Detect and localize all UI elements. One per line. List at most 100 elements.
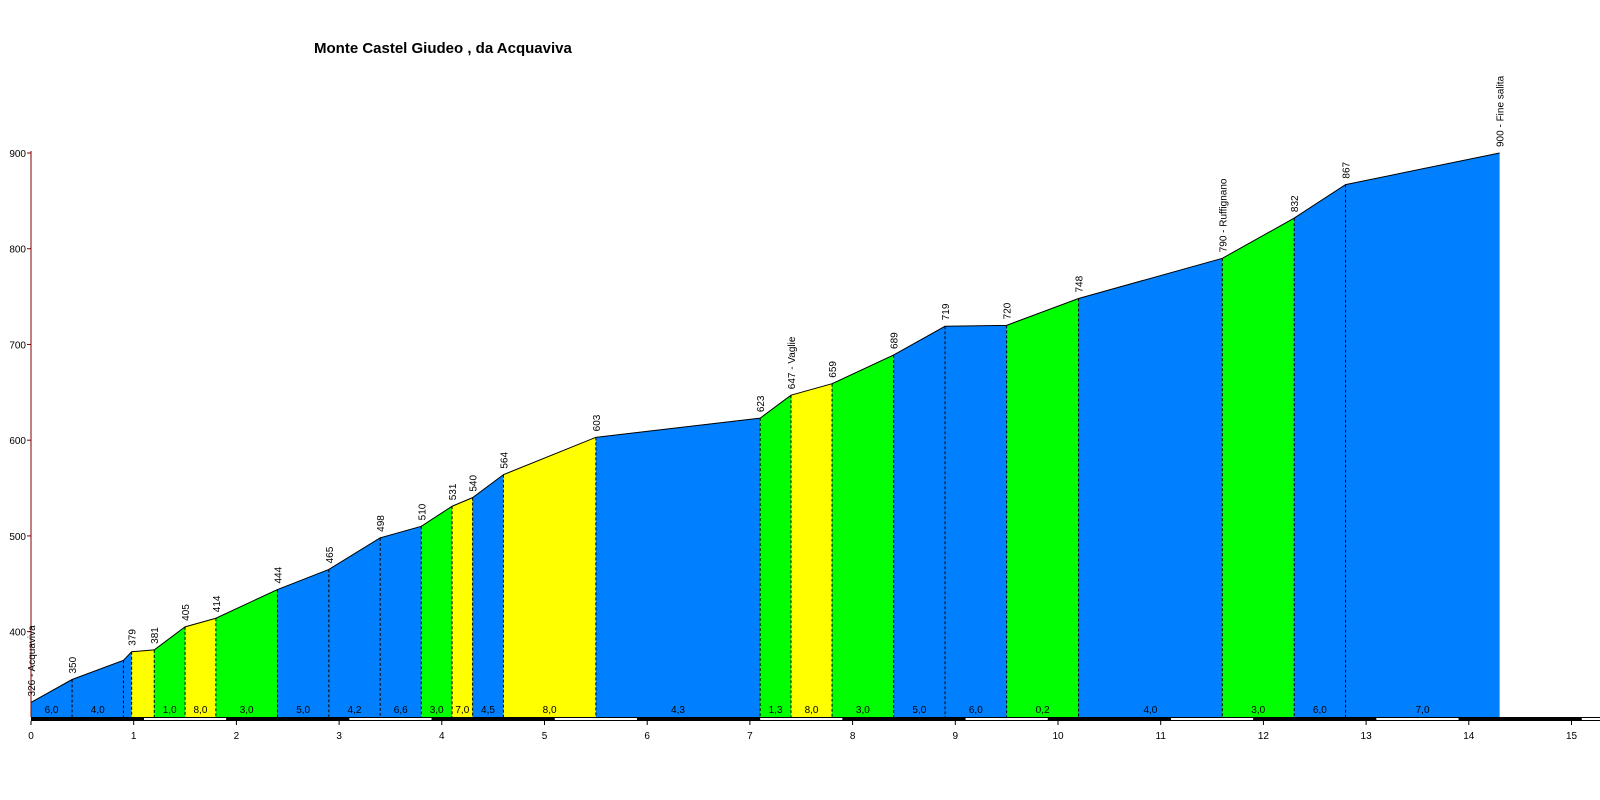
y-tick-label: 500 — [9, 532, 26, 543]
segment-fill — [131, 649, 155, 717]
altitude-label: 510 — [417, 503, 428, 520]
grade-label: 1,3 — [769, 705, 783, 716]
segment-fill — [123, 651, 132, 717]
grade-labels: 6,0 4,0 1,0 8,0 3,0 5,0 4,2 6,6 3,0 7,0 4,5 8,0 4,3 1… — [45, 705, 1430, 716]
segment-fill — [1078, 258, 1223, 717]
x-axis: 0 1 2 3 4 5 6 7 8 9 10 11 12 13 14 15 — [28, 717, 1600, 742]
grade-label: 6,0 — [45, 705, 59, 716]
grade-label: 7,0 — [1416, 705, 1430, 716]
altitude-label: 531 — [448, 483, 459, 500]
altitude-label: 540 — [469, 475, 480, 492]
altitude-label: 623 — [756, 395, 767, 412]
x-tick-label: 1 — [131, 731, 137, 742]
x-scale-white — [760, 718, 843, 720]
segment-fill — [893, 326, 946, 717]
grade-label: 3,0 — [240, 705, 254, 716]
grade-label: 1,0 — [163, 705, 177, 716]
x-scale-white — [965, 718, 1048, 720]
grade-label: 3,0 — [856, 705, 870, 716]
y-tick-label: 900 — [9, 149, 26, 160]
altitude-label: 900 - Fine salita — [1496, 75, 1507, 147]
x-scale-white — [554, 718, 637, 720]
chart-title: Monte Castel Giudeo , da Acquaviva — [314, 40, 572, 57]
x-tick-label: 5 — [542, 731, 548, 742]
altitude-label: 689 — [890, 332, 901, 349]
altitude-label: 498 — [376, 515, 387, 532]
x-tick-label: 10 — [1052, 731, 1064, 742]
segment-fill — [452, 497, 473, 717]
x-tick-label: 15 — [1566, 731, 1578, 742]
segment-fill — [503, 437, 596, 717]
segment-fill — [154, 626, 186, 717]
segment-dividers — [71, 184, 1347, 717]
x-scale-white — [349, 718, 432, 720]
profile-outline — [30, 152, 1500, 703]
altitude-label: 719 — [941, 303, 952, 320]
segment-fill — [760, 395, 791, 717]
x-tick-label: 4 — [439, 731, 445, 742]
grade-label: 8,0 — [194, 705, 208, 716]
x-tick-label: 8 — [850, 731, 856, 742]
altitude-label: 647 - Vaglie — [787, 336, 798, 389]
x-tick-label: 6 — [644, 731, 650, 742]
segment-fill — [421, 506, 453, 717]
x-scale-white — [1376, 718, 1459, 720]
grade-label: 5,0 — [296, 705, 310, 716]
x-tick-label: 0 — [28, 731, 34, 742]
x-scale-white — [143, 718, 227, 720]
x-tick-label: 12 — [1258, 731, 1270, 742]
segment-fill — [72, 660, 124, 717]
grade-label: 6,0 — [969, 705, 983, 716]
segment-fill — [945, 325, 1007, 717]
grade-label: 8,0 — [805, 705, 819, 716]
segment-fill — [1006, 298, 1079, 717]
x-tick-label: 7 — [747, 731, 753, 742]
segment-fill — [31, 679, 73, 717]
x-scale-white — [1581, 718, 1600, 720]
grade-label: 3,0 — [430, 705, 444, 716]
segment-fill — [790, 383, 833, 717]
altitude-labels: 326 - Acquaviva 350 379 381 405 414 444 465 498 5… — [27, 75, 1507, 696]
grade-label: 4,2 — [348, 705, 362, 716]
y-tick-label: 700 — [9, 340, 26, 351]
segment-fills — [31, 153, 1500, 718]
altitude-label: 414 — [212, 595, 223, 612]
segment-fill — [1294, 184, 1346, 718]
altitude-label: 326 - Acquaviva — [27, 625, 38, 697]
y-tick-label: 400 — [9, 628, 26, 639]
x-tick-label: 9 — [953, 731, 959, 742]
altitude-label: 659 — [828, 361, 839, 378]
grade-label: 8,0 — [543, 705, 557, 716]
grade-label: 4,3 — [671, 705, 685, 716]
profile-line — [30, 152, 1500, 703]
x-tick-label: 14 — [1463, 731, 1475, 742]
altitude-label: 564 — [499, 452, 510, 469]
grade-label: 6,0 — [1313, 705, 1327, 716]
altitude-label: 379 — [128, 629, 139, 646]
y-tick-label: 800 — [9, 245, 26, 256]
y-tick-label: 600 — [9, 436, 26, 447]
segment-fill — [472, 474, 504, 717]
segment-fill — [380, 526, 422, 717]
altitude-label: 748 — [1075, 275, 1086, 292]
segment-fill — [832, 354, 894, 717]
grade-label: 5,0 — [912, 705, 926, 716]
altitude-label: 381 — [150, 627, 161, 644]
segment-fill — [215, 589, 278, 717]
grade-label: 0,2 — [1036, 705, 1050, 716]
altitude-label: 790 - Ruffignano — [1218, 178, 1229, 252]
altitude-label: 465 — [325, 546, 336, 563]
x-tick-label: 3 — [336, 731, 342, 742]
altitude-label: 444 — [273, 566, 284, 583]
grade-label: 3,0 — [1251, 705, 1265, 716]
y-axis: 400 500 600 700 800 900 — [9, 149, 32, 717]
grade-label: 4,5 — [481, 705, 495, 716]
segment-fill — [185, 618, 216, 717]
segment-fill — [328, 537, 381, 717]
grade-label: 4,0 — [91, 705, 105, 716]
segment-fill — [277, 569, 329, 717]
altitude-label: 350 — [68, 656, 79, 673]
altitude-label: 832 — [1290, 195, 1301, 212]
grade-label: 6,6 — [394, 705, 408, 716]
